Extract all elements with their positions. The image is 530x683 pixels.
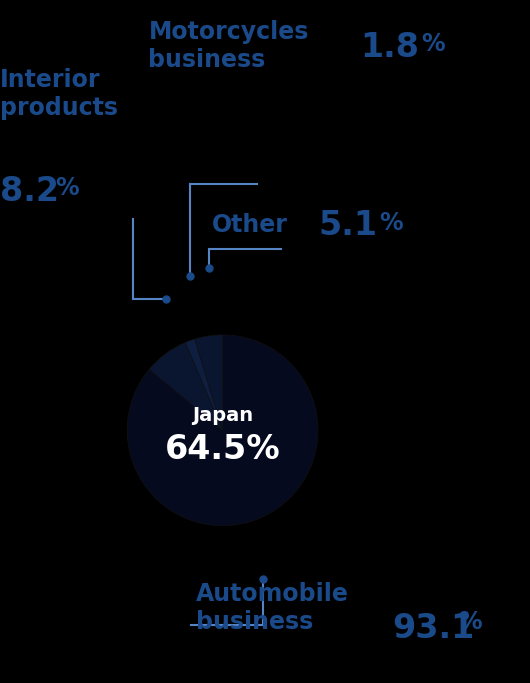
Text: 8.2: 8.2: [0, 175, 59, 208]
Text: 93.1: 93.1: [392, 612, 474, 645]
Text: Automobile
business: Automobile business: [196, 582, 349, 634]
Text: %: %: [458, 609, 482, 634]
Text: 64.5%: 64.5%: [165, 433, 280, 466]
Wedge shape: [149, 342, 223, 430]
Text: %: %: [379, 211, 403, 236]
Text: Interior
products: Interior products: [0, 68, 118, 120]
Text: 1.8: 1.8: [360, 31, 419, 64]
Text: %: %: [56, 176, 80, 200]
Wedge shape: [195, 335, 223, 430]
Text: Motorcycles
business: Motorcycles business: [148, 20, 309, 72]
Wedge shape: [186, 339, 223, 430]
Text: Japan: Japan: [192, 406, 253, 426]
Wedge shape: [127, 335, 318, 526]
Text: 5.1: 5.1: [318, 209, 377, 242]
Text: %: %: [421, 32, 445, 57]
Text: Other: Other: [212, 213, 288, 238]
